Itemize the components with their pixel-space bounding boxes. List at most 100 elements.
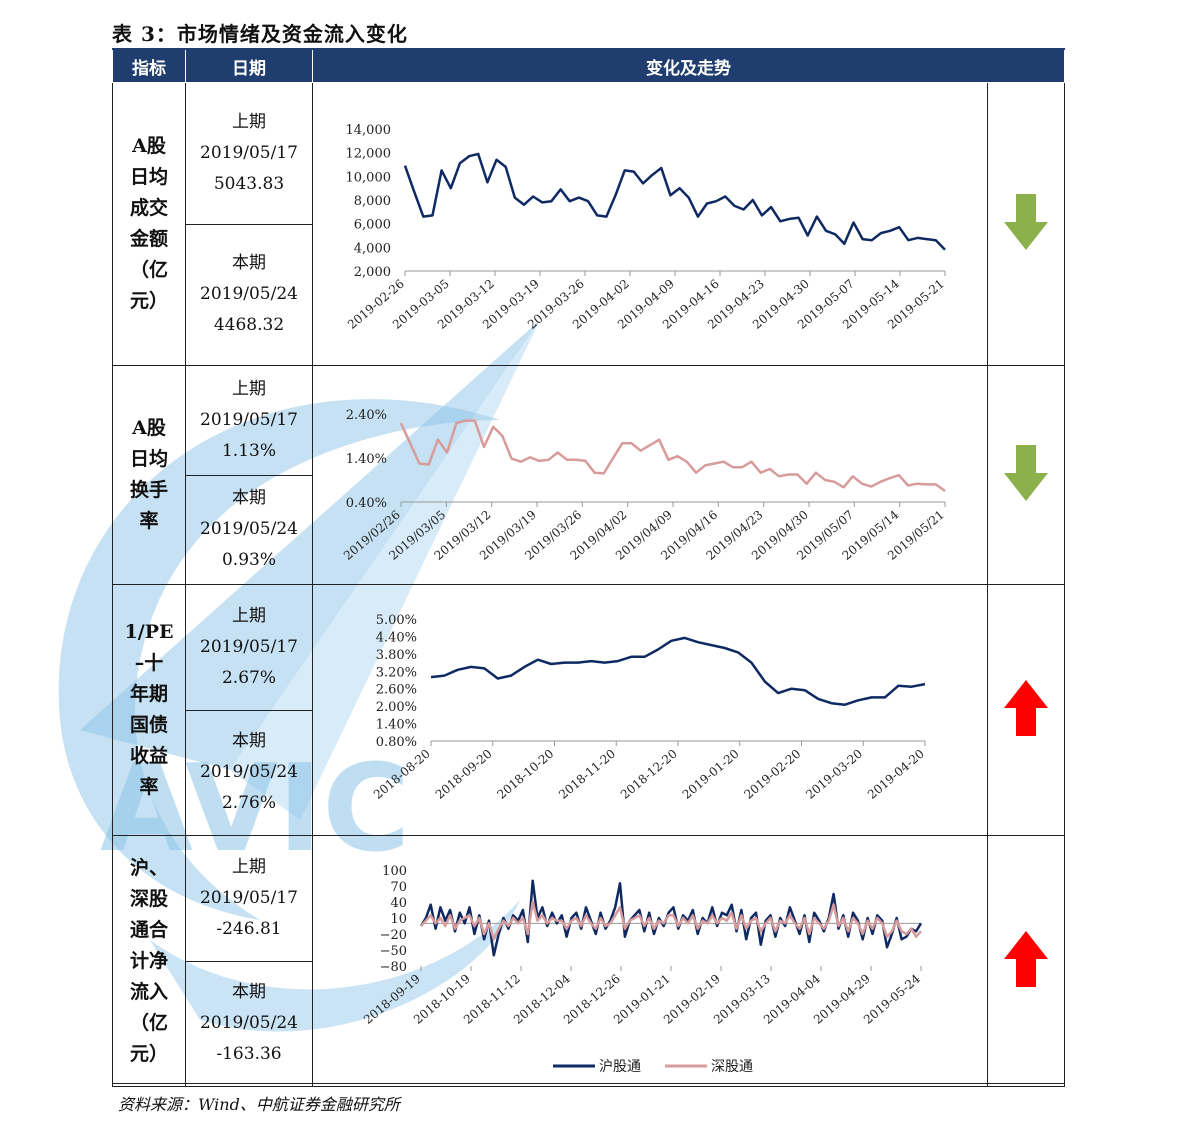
- period-label: 上期: [232, 111, 266, 132]
- arrow-up-icon: [1004, 931, 1048, 987]
- arrow-up-icon: [1004, 680, 1048, 736]
- y-tick-label: 4.40%: [376, 630, 417, 645]
- x-tick-label: 2019-01-20: [680, 747, 742, 802]
- market-sentiment-table: 指标 日期 变化及走势 A股 日均 成交 金额 （亿 元） 上期 2019/05/17 5043…: [112, 48, 1065, 1087]
- y-tick-label: 2.40%: [346, 408, 387, 423]
- indicator-line: 日均: [129, 448, 168, 470]
- period-date: 2019/05/24: [200, 519, 298, 540]
- indicator-line: 金额: [129, 228, 168, 250]
- period-label: 上期: [232, 378, 266, 399]
- period-date: 2019/05/17: [200, 887, 298, 908]
- y-tick-label: 1.40%: [346, 452, 387, 467]
- indicator-line: 率: [139, 776, 159, 798]
- indicator-cell: A股日均换手率: [112, 365, 186, 585]
- line-chart: 2.40%1.40%0.40%2019/02/262019/03/052019/…: [341, 408, 947, 563]
- table-caption: 表 3：市场情绪及资金流入变化: [112, 22, 408, 46]
- previous-period-cell: 上期 2019/05/17 1.13%: [185, 365, 313, 476]
- y-tick-label: 6,000: [354, 218, 391, 233]
- series-line: [430, 636, 926, 706]
- indicator-line: （亿: [129, 1011, 168, 1034]
- indicator-line: 元）: [129, 290, 168, 312]
- trend-chart-1: 14,000 12,000 10,000 8,000 6,000 4,000 2,000 20…: [312, 82, 988, 366]
- indicator-line: 年期: [129, 683, 168, 705]
- y-tick-label: 0.80%: [376, 735, 417, 750]
- indicator-line: A股: [132, 135, 166, 157]
- period-label: 本期: [232, 982, 266, 1003]
- period-label: 本期: [232, 731, 266, 752]
- trend-chart-2: 2.40% 1.40% 0.40% 2019/02/26 2019/03/05 2019/…: [312, 365, 988, 585]
- trend-arrow-cell: [987, 365, 1065, 585]
- indicator-line: 率: [139, 510, 159, 532]
- y-tick-label: 0.40%: [346, 496, 387, 511]
- y-tick-label: 3.80%: [376, 648, 417, 663]
- line-chart: 14,00012,00010,0008,0006,0004,0002,00020…: [345, 123, 947, 332]
- line-chart: 100704010−20−50−802018-09-192018-10-1920…: [361, 864, 923, 1075]
- y-tick-label: 1.40%: [376, 718, 417, 733]
- period-value: -246.81: [216, 918, 282, 939]
- period-label: 本期: [232, 253, 266, 274]
- period-value: -163.36: [216, 1044, 282, 1065]
- indicator-cell: 沪、 深股 通合 计净 流入 （亿 元）: [112, 835, 186, 1087]
- previous-period-cell: 上期 2019/05/17 -246.81: [185, 835, 313, 962]
- current-period-cell: 本期 2019/05/24 -163.36: [185, 960, 313, 1087]
- source-note: 资料来源：Wind、中航证券金融研究所: [118, 1095, 400, 1114]
- x-tick-label: 2018-12-20: [618, 747, 680, 802]
- bottom-rule: [112, 1083, 1064, 1084]
- indicator-line: （亿: [129, 259, 168, 281]
- indicator-line: 换手: [129, 479, 168, 501]
- series-line: [399, 419, 946, 493]
- line-chart: 5.00% 4.40% 3.80% 3.20% 2.60% 2.00% 1.40% 0.80%…: [371, 613, 927, 802]
- indicator-line: 1/PE: [124, 621, 174, 643]
- series-line-hgt: [419, 879, 923, 957]
- current-period-cell: 本期 2019/05/24 2.76%: [185, 709, 313, 836]
- series-line: [403, 152, 946, 251]
- y-tick-label: 70: [390, 880, 407, 895]
- y-tick-label: 100: [382, 864, 407, 879]
- period-date: 2019/05/17: [200, 636, 298, 657]
- y-tick-label: 2,000: [354, 265, 391, 280]
- indicator-line: 成交: [129, 197, 168, 219]
- period-value: 0.93%: [221, 550, 276, 571]
- y-tick-label: 3.20%: [376, 665, 417, 680]
- period-value: 4468.32: [213, 315, 285, 336]
- period-value: 2.67%: [221, 667, 276, 688]
- period-date: 2019/05/24: [200, 284, 298, 305]
- previous-period-cell: 上期 2019/05/17 5043.83: [185, 82, 313, 225]
- y-tick-label: −80: [380, 960, 407, 975]
- header-trend: 变化及走势: [312, 48, 1065, 83]
- y-tick-label: 10: [390, 912, 407, 927]
- indicator-line: 沪、: [129, 856, 168, 879]
- x-tick-label: 2018-08-20: [371, 747, 433, 802]
- y-tick-label: −50: [380, 944, 407, 959]
- current-period-cell: 本期 2019/05/24 0.93%: [185, 474, 313, 585]
- period-value: 5043.83: [213, 173, 285, 194]
- y-tick-label: 10,000: [346, 170, 392, 185]
- current-period-cell: 本期 2019/05/24 4468.32: [185, 223, 313, 366]
- period-value: 1.13%: [221, 440, 276, 461]
- indicator-line: –十: [134, 652, 164, 674]
- indicator-line: 元）: [129, 1042, 168, 1065]
- x-tick-label: 2018-10-20: [494, 747, 556, 802]
- y-tick-label: 2.60%: [376, 683, 417, 698]
- arrow-down-icon: [1004, 445, 1048, 501]
- y-tick-label: −20: [380, 928, 407, 943]
- period-date: 2019/05/24: [200, 1013, 298, 1034]
- period-label: 上期: [232, 856, 266, 877]
- indicator-line: A股: [132, 417, 166, 439]
- period-date: 2019/05/17: [200, 142, 298, 163]
- y-tick-label: 4,000: [354, 241, 391, 256]
- period-value: 2.76%: [221, 793, 276, 814]
- indicator-line: 日均: [129, 166, 168, 188]
- y-tick-label: 2.00%: [376, 700, 417, 715]
- indicator-line: 通合: [129, 918, 168, 941]
- y-tick-label: 40: [390, 896, 407, 911]
- indicator-line: 深股: [129, 887, 168, 910]
- header-date: 日期: [185, 48, 313, 83]
- x-tick-label: 2019-03-20: [803, 747, 865, 802]
- header-indicator: 指标: [112, 48, 186, 83]
- indicator-line: 收益: [129, 745, 168, 767]
- period-date: 2019/05/17: [200, 409, 298, 430]
- y-tick-label: 5.00%: [376, 613, 417, 628]
- x-tick-label: 2019-04-20: [865, 747, 927, 802]
- indicator-cell: A股日均成交金额 （亿元）: [112, 82, 186, 366]
